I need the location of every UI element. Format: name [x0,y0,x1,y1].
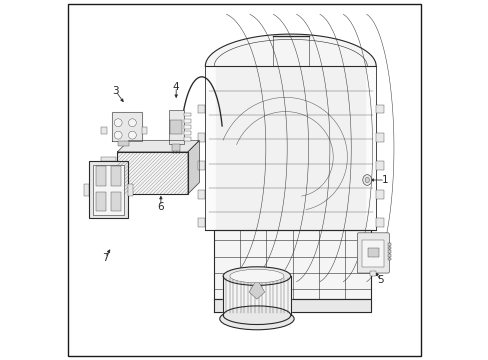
Bar [370,271,375,276]
Bar [197,190,205,198]
Ellipse shape [128,119,136,127]
Bar [183,113,191,117]
Text: 5: 5 [376,275,383,285]
Bar [110,192,121,211]
Bar [183,125,191,129]
Bar [197,219,205,227]
Ellipse shape [128,131,136,139]
Ellipse shape [362,175,371,185]
Ellipse shape [223,306,290,324]
Polygon shape [205,34,375,66]
Ellipse shape [114,119,122,127]
Bar [183,137,191,141]
Bar [197,104,205,113]
Ellipse shape [114,131,122,139]
Text: 4: 4 [173,82,179,92]
Bar [172,144,180,150]
Bar [387,251,390,253]
Bar [96,192,106,211]
Bar [197,162,205,170]
Bar [127,184,133,196]
Bar [110,166,121,186]
Polygon shape [223,276,290,315]
Ellipse shape [229,269,284,283]
Polygon shape [117,140,199,152]
Bar [375,162,383,170]
FancyBboxPatch shape [357,233,388,273]
Bar [375,133,383,141]
Bar [375,190,383,198]
Polygon shape [214,230,370,299]
Bar [183,131,191,135]
Ellipse shape [223,267,290,285]
Polygon shape [205,66,375,230]
Polygon shape [216,66,365,230]
Bar [101,127,106,134]
Text: 3: 3 [112,86,119,96]
Bar [387,254,390,257]
Text: 2: 2 [224,307,231,317]
Bar [84,184,89,196]
Bar [93,165,124,215]
Bar [101,157,116,162]
Bar [96,166,106,186]
Bar [367,248,378,257]
Bar [117,152,187,194]
Bar [118,140,129,146]
Bar [387,247,390,249]
Bar [362,240,384,267]
Polygon shape [187,140,199,194]
Text: 7: 7 [102,253,108,262]
Text: 6: 6 [157,202,164,212]
Polygon shape [112,112,142,141]
Bar [375,104,383,113]
Bar [168,111,183,144]
Ellipse shape [365,177,368,183]
Bar [170,120,182,134]
Bar [183,119,191,122]
Bar [387,243,390,246]
Bar [387,257,390,260]
Bar [142,127,147,134]
Polygon shape [248,279,264,299]
Bar [89,162,127,219]
Text: 1: 1 [381,175,387,185]
Ellipse shape [219,308,294,330]
Bar [197,133,205,141]
Polygon shape [214,299,370,312]
Bar [375,219,383,227]
